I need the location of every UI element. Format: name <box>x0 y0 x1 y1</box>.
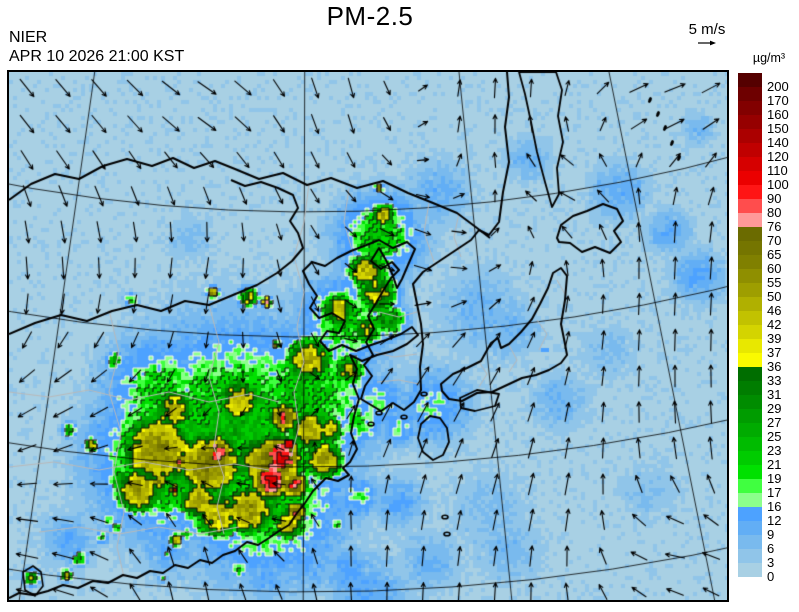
colorbar-segment <box>738 241 762 255</box>
colorbar-label: 140 <box>767 135 789 150</box>
colorbar-label: 27 <box>767 415 782 430</box>
source-label: NIER <box>9 29 48 46</box>
colorbar-label: 25 <box>767 429 782 444</box>
colorbar-label: 36 <box>767 359 782 374</box>
colorbar-segment <box>738 409 762 423</box>
colorbar-segment <box>738 115 762 129</box>
colorbar-segment <box>738 129 762 143</box>
colorbar-segment <box>738 171 762 185</box>
colorbar-label: 100 <box>767 177 789 192</box>
map-frame <box>7 70 729 602</box>
valid-time-label: APR 10 2026 21:00 KST <box>9 48 185 65</box>
colorbar-label: 0 <box>767 569 775 584</box>
colorbar-label: 55 <box>767 275 782 290</box>
colorbar-label: 12 <box>767 513 782 528</box>
colorbar-segment <box>738 73 762 87</box>
colorbar-segment <box>738 87 762 101</box>
colorbar-segment <box>738 465 762 479</box>
pm25-map-canvas <box>9 72 727 600</box>
colorbar-segment <box>738 437 762 451</box>
colorbar-segment <box>738 563 762 577</box>
colorbar-label: 60 <box>767 261 782 276</box>
colorbar-segment <box>738 269 762 283</box>
colorbar-segment <box>738 381 762 395</box>
colorbar-label: 42 <box>767 317 782 332</box>
colorbar-segment <box>738 423 762 437</box>
colorbar-label: 160 <box>767 107 789 122</box>
colorbar-segment <box>738 227 762 241</box>
colorbar-label: 50 <box>767 289 782 304</box>
colorbar-label: 3 <box>767 555 775 570</box>
colorbar-segment <box>738 213 762 227</box>
colorbar-segment <box>738 339 762 353</box>
colorbar-segment <box>738 521 762 535</box>
colorbar-segment <box>738 185 762 199</box>
colorbar-label: 39 <box>767 331 782 346</box>
colorbar-segment <box>738 507 762 521</box>
colorbar-label: 150 <box>767 121 789 136</box>
colorbar-label: 46 <box>767 303 782 318</box>
colorbar-label: 90 <box>767 191 782 206</box>
colorbar-label: 29 <box>767 401 782 416</box>
colorbar-segment <box>738 283 762 297</box>
colorbar-label: 200 <box>767 79 789 94</box>
colorbar-label: 16 <box>767 499 782 514</box>
wind-scale-arrow-icon <box>698 40 716 46</box>
colorbar-label: 65 <box>767 247 782 262</box>
colorbar-label: 37 <box>767 345 782 360</box>
wind-scale-label: 5 m/s <box>688 21 726 38</box>
colorbar-label: 33 <box>767 373 782 388</box>
colorbar-label: 6 <box>767 541 775 556</box>
colorbar-label: 80 <box>767 205 782 220</box>
colorbar-segment <box>738 101 762 115</box>
colorbar-label: 9 <box>767 527 775 542</box>
colorbar-segment <box>738 479 762 493</box>
colorbar-label: 120 <box>767 149 789 164</box>
unit-label: µg/m³ <box>752 51 786 65</box>
colorbar-segment <box>738 367 762 381</box>
colorbar-segment <box>738 493 762 507</box>
colorbar-label: 19 <box>767 471 782 486</box>
colorbar-label: 70 <box>767 233 782 248</box>
wind-scale: 5 m/s <box>672 21 742 47</box>
colorbar-label: 76 <box>767 219 782 234</box>
colorbar-segment <box>738 311 762 325</box>
colorbar-label: 31 <box>767 387 782 402</box>
colorbar-segment <box>738 325 762 339</box>
colorbar-label: 110 <box>767 163 788 178</box>
colorbar-label: 170 <box>767 93 789 108</box>
colorbar-label: 21 <box>767 457 782 472</box>
colorbar-segment <box>738 157 762 171</box>
colorbar-segment <box>738 353 762 367</box>
colorbar-segment <box>738 143 762 157</box>
colorbar-label: 17 <box>767 485 782 500</box>
colorbar-segment <box>738 255 762 269</box>
colorbar-segment <box>738 451 762 465</box>
colorbar-segment <box>738 549 762 563</box>
colorbar: 200 170 160 150 140 120 110 100 90 80 76 70 65 60 55 50… <box>738 73 799 585</box>
chart-title: PM-2.5 <box>326 1 414 31</box>
colorbar-segment <box>738 297 762 311</box>
colorbar-segment <box>738 535 762 549</box>
colorbar-label: 23 <box>767 443 782 458</box>
colorbar-segment <box>738 395 762 409</box>
colorbar-segment <box>738 199 762 213</box>
